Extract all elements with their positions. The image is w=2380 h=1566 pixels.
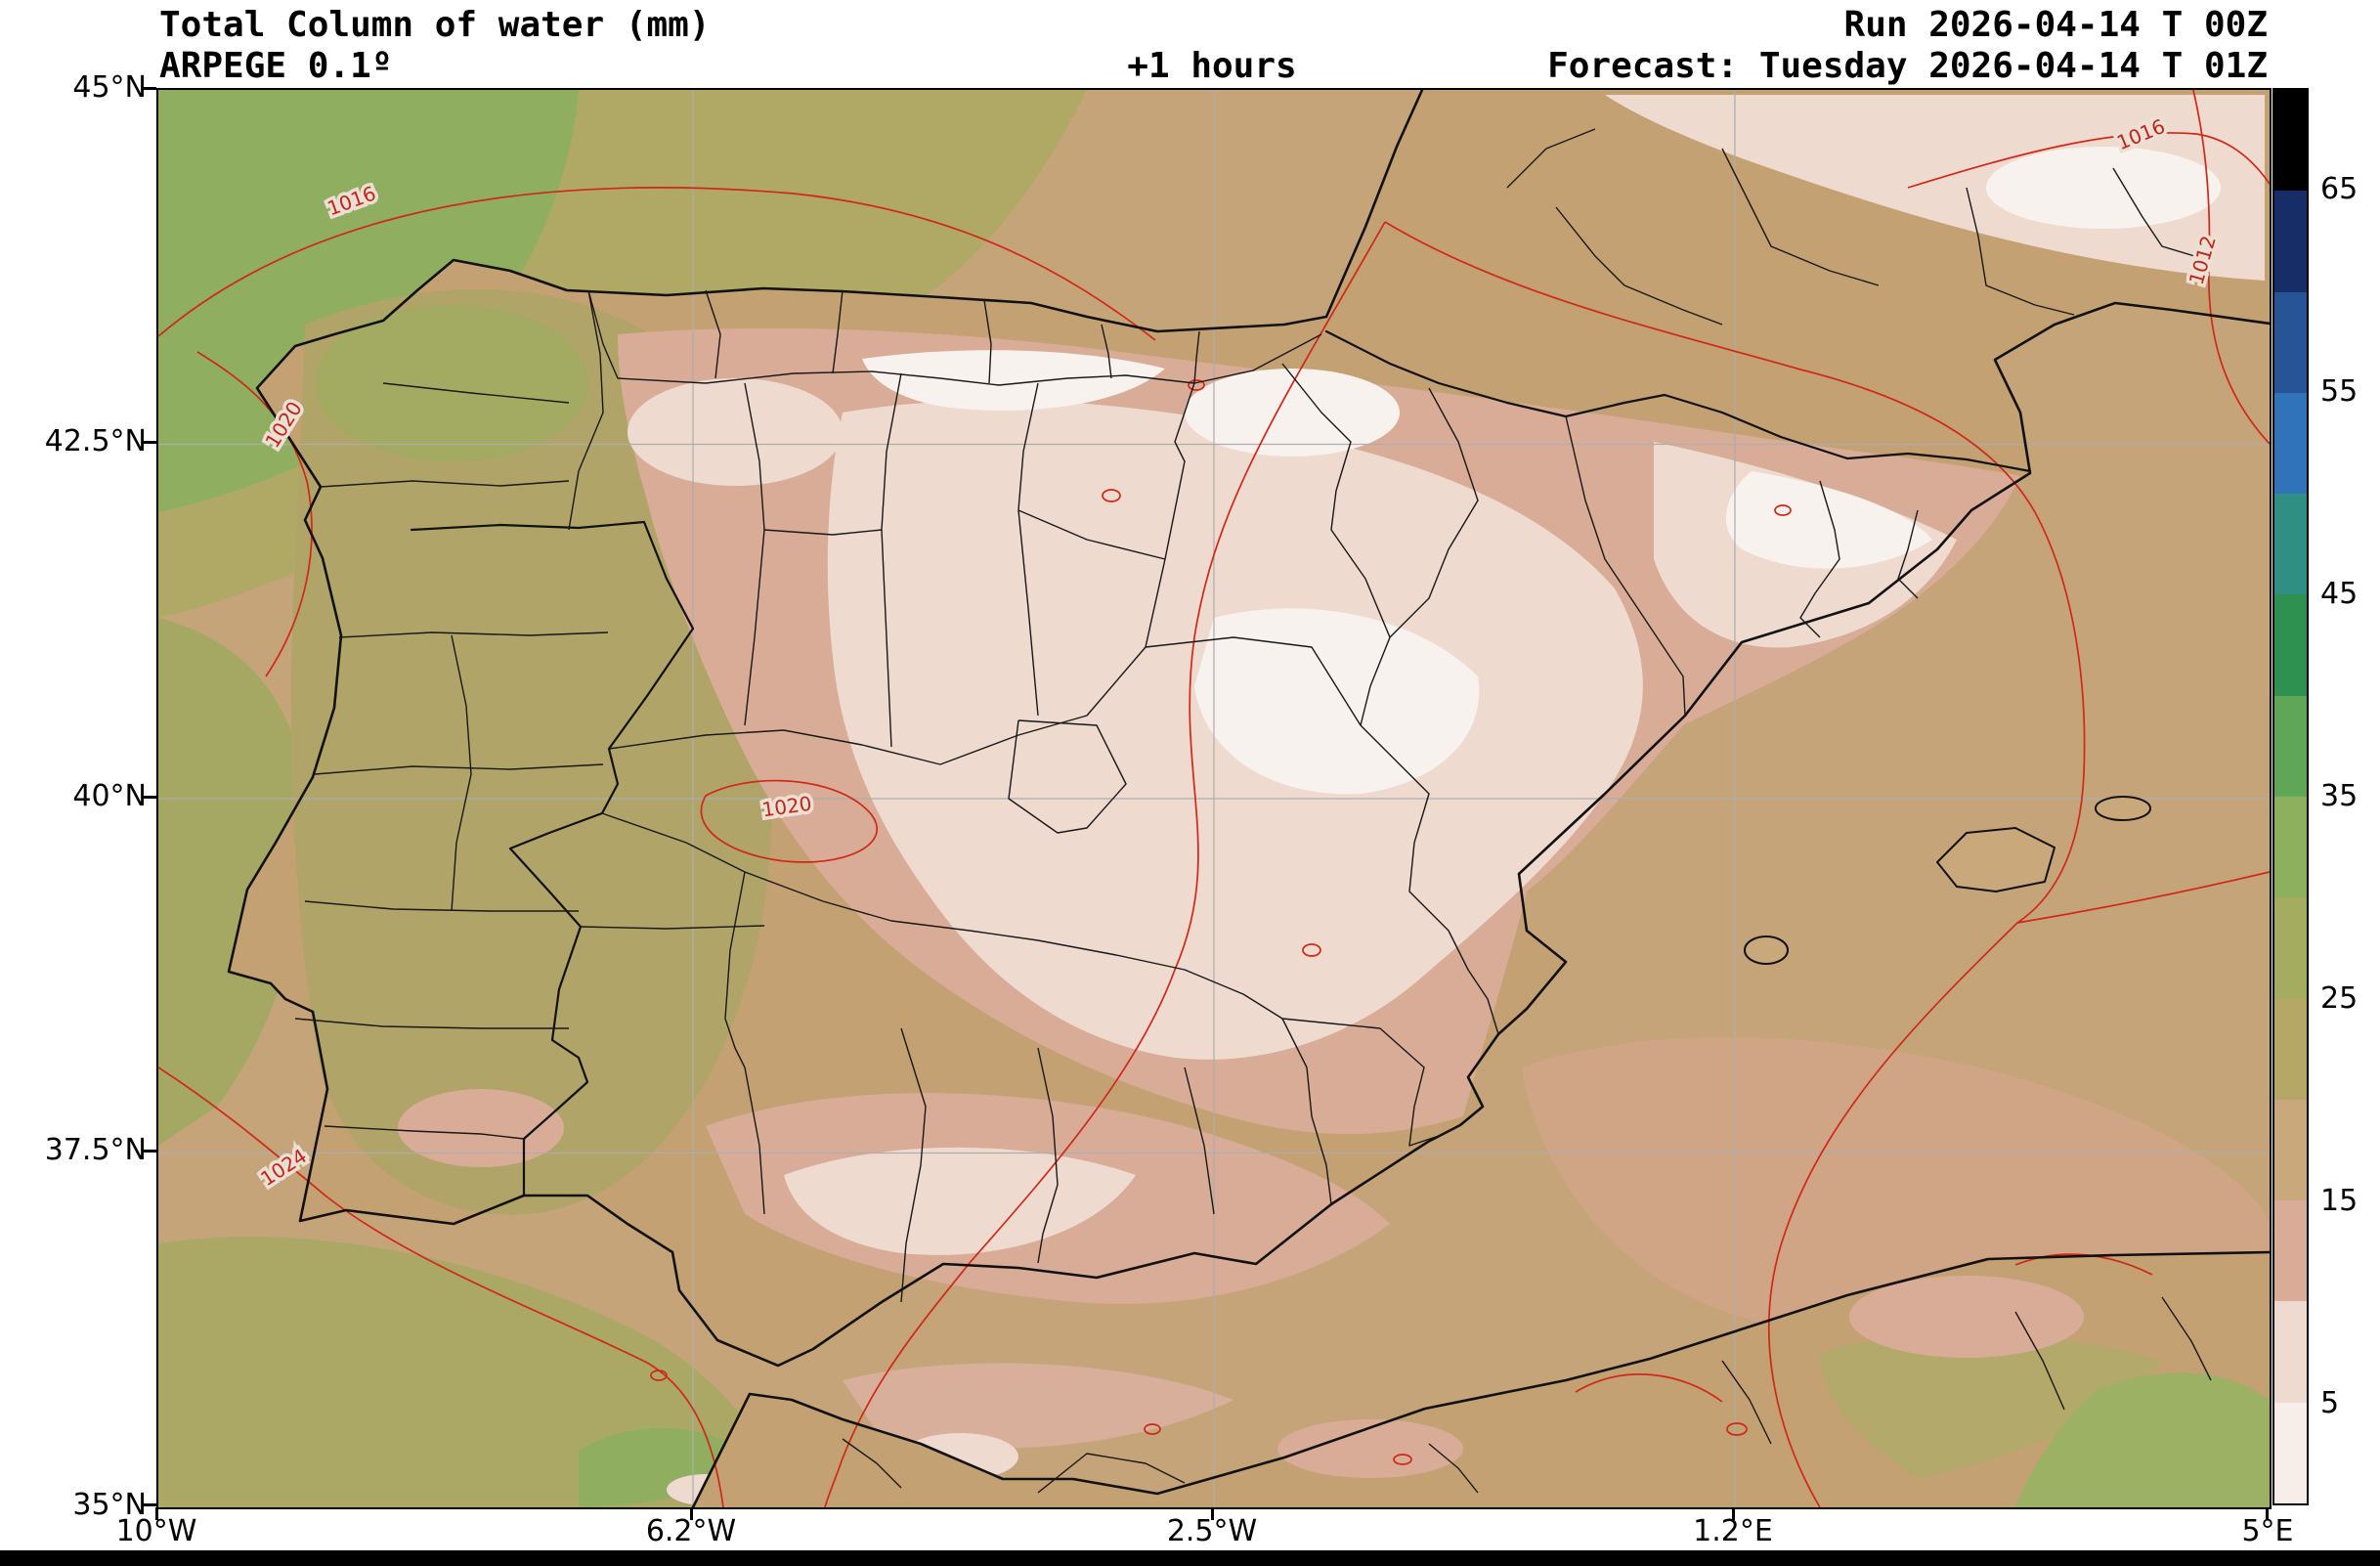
colorbar-segment <box>2274 695 2307 797</box>
isobar-lines <box>158 90 2270 1507</box>
colorbar-segment <box>2274 90 2307 192</box>
axis-tick <box>143 1150 156 1153</box>
map-title: Total Column of water (mm) <box>159 5 711 45</box>
lat-tick-label: 45°N <box>72 70 147 105</box>
lat-tick-label: 35°N <box>72 1488 147 1522</box>
colorbar-segment <box>2274 796 2307 898</box>
bottom-bar <box>0 1550 2380 1566</box>
axis-tick <box>143 1503 156 1506</box>
colorbar-segment <box>2274 191 2307 292</box>
colorbar-segment <box>2274 494 2307 595</box>
colorbar-tick-label: 55 <box>2320 374 2358 409</box>
axis-tick <box>690 1507 693 1520</box>
axis-tick <box>143 796 156 799</box>
map-plot: 1016 1020 1016 1012 1020 1024 <box>156 88 2272 1509</box>
coastlines <box>227 90 2270 1507</box>
axis-tick <box>143 441 156 444</box>
colorbar-segment <box>2274 1099 2307 1201</box>
lon-tick-label: 2.5°W <box>1166 1514 1258 1548</box>
landmass-fill <box>229 90 2270 1507</box>
colorbar-segment <box>2274 897 2307 999</box>
colorbar-segment <box>2274 1301 2307 1403</box>
colorbar-segment <box>2274 1402 2307 1503</box>
colorbar-segment <box>2274 998 2307 1100</box>
lat-tick-label: 37.5°N <box>44 1133 147 1167</box>
forecast-label: Forecast: Tuesday 2026-04-14 T 01Z <box>1547 46 2268 86</box>
colorbar-tick-label: 65 <box>2320 172 2358 206</box>
lat-tick-label: 42.5°N <box>44 424 147 458</box>
colorbar-segment <box>2274 1200 2307 1302</box>
graticule <box>158 90 2270 1507</box>
lon-tick-label: 1.2°E <box>1693 1514 1773 1548</box>
lead-time-label: +1 hours <box>1127 46 1297 86</box>
colorbar <box>2272 88 2309 1505</box>
colorbar-segment <box>2274 392 2307 495</box>
mallorca-island <box>1936 827 2055 892</box>
lon-tick-label: 5°E <box>2241 1514 2294 1548</box>
axis-tick <box>1732 1507 1735 1520</box>
colorbar-segment <box>2274 594 2307 696</box>
colorbar-tick-label: 25 <box>2320 981 2358 1016</box>
axis-tick <box>155 1507 158 1520</box>
run-label: Run 2026-04-14 T 00Z <box>1843 5 2268 45</box>
colorbar-segment <box>2274 291 2307 393</box>
colorbar-tick-label: 15 <box>2320 1184 2358 1218</box>
iberia-coastline <box>227 90 2270 1368</box>
menorca-island <box>2095 796 2151 821</box>
colorbar-segments <box>2274 90 2307 1503</box>
africa-coastline <box>691 1250 2270 1507</box>
axis-tick <box>1211 1507 1214 1520</box>
france-spain-border <box>1324 329 2032 473</box>
lon-tick-label: 10°W <box>115 1514 197 1548</box>
map-svg: 1016 1020 1016 1012 1020 1024 <box>158 90 2270 1507</box>
axis-tick <box>2266 1507 2269 1520</box>
colorbar-tick-label: 45 <box>2320 577 2358 611</box>
province-boundaries <box>294 128 2212 1494</box>
colorbar-tick-label: 35 <box>2320 779 2358 813</box>
portugal-spain-border <box>410 520 695 1197</box>
ibiza-island <box>1744 935 1789 965</box>
model-label: ARPEGE 0.1º <box>159 46 393 86</box>
colorbar-tick-label: 5 <box>2320 1386 2340 1420</box>
axis-tick <box>143 87 156 90</box>
lat-tick-label: 40°N <box>72 779 147 813</box>
lon-tick-label: 6.2°W <box>645 1514 737 1548</box>
